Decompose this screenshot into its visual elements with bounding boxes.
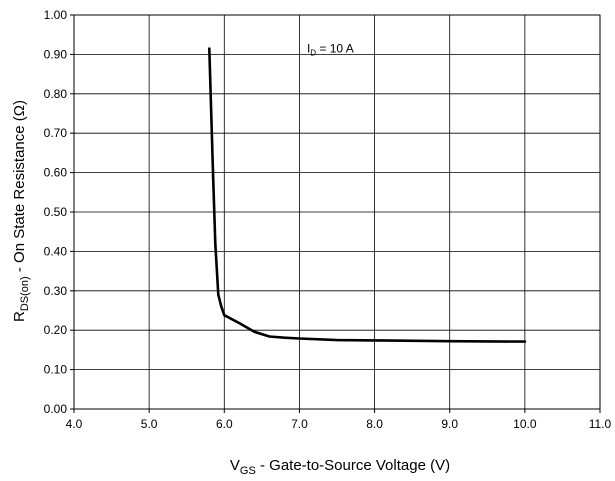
x-tick-label: 10.0 (513, 417, 537, 431)
current-annotation: ID = 10 A (307, 41, 354, 57)
x-label-rest: - Gate-to-Source Voltage (V) (256, 457, 450, 474)
y-tick-label: 0.00 (44, 402, 68, 416)
rds-curve (208, 47, 527, 343)
grid (70, 14, 601, 413)
x-tick-label: 7.0 (291, 417, 308, 431)
y-tick-label: 0.60 (44, 166, 68, 180)
y-tick-label: 0.40 (44, 244, 68, 258)
x-axis-label: VGS - Gate-to-Source Voltage (V) (230, 457, 450, 477)
x-tick-label: 6.0 (216, 417, 233, 431)
y-label-main: R (11, 311, 28, 322)
tick-labels: 4.0 5.0 6.0 7.0 8.0 9.0 10.0 11.0 0.00 0.10 0.20 0.… (44, 8, 612, 431)
x-tick-label: 11.0 (589, 417, 612, 431)
y-tick-label: 1.00 (44, 8, 68, 22)
y-tick-label: 0.10 (44, 363, 68, 377)
x-tick-label: 8.0 (366, 417, 383, 431)
y-tick-label: 0.90 (44, 47, 68, 61)
y-tick-label: 0.20 (44, 323, 68, 337)
data-series (208, 47, 527, 343)
annotation-sub: D (310, 48, 316, 57)
plot-frame (73, 14, 601, 410)
y-axis-label: RDS(on) - On State Resistance (Ω) (11, 100, 31, 322)
annotation-rest: = 10 A (316, 41, 354, 55)
y-tick-label: 0.30 (44, 284, 68, 298)
y-tick-label: 0.70 (44, 126, 68, 140)
annotation-main: I (307, 41, 310, 55)
x-label-main: V (230, 457, 240, 474)
x-tick-label: 9.0 (441, 417, 458, 431)
x-label-sub: GS (240, 465, 256, 477)
y-tick-label: 0.50 (44, 205, 68, 219)
y-label-rest: - On State Resistance (Ω) (11, 100, 28, 276)
y-tick-label: 0.80 (44, 87, 68, 101)
y-label-sub: DS(on) (19, 276, 31, 311)
x-tick-label: 5.0 (141, 417, 158, 431)
x-tick-label: 4.0 (66, 417, 83, 431)
